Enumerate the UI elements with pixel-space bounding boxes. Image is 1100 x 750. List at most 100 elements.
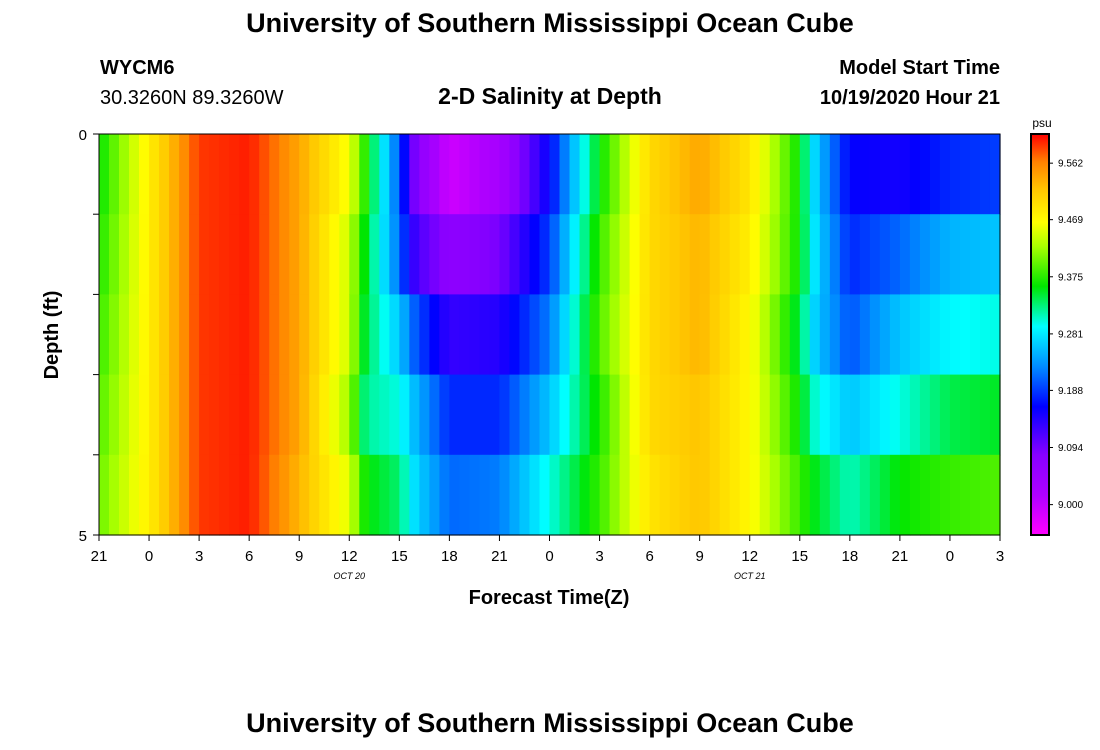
heatmap-cell bbox=[439, 214, 450, 295]
heatmap-cell bbox=[909, 374, 921, 456]
heatmap-cell bbox=[169, 134, 180, 215]
heatmap-cell bbox=[889, 294, 901, 376]
heatmap-cell bbox=[739, 134, 751, 215]
heatmap-cell bbox=[159, 374, 170, 456]
heatmap-cell bbox=[509, 214, 521, 295]
heatmap-cell bbox=[239, 134, 250, 215]
heatmap-cell bbox=[769, 454, 781, 536]
heatmap-cell bbox=[589, 294, 601, 376]
heatmap-cell bbox=[659, 454, 671, 536]
heatmap-cell bbox=[949, 294, 961, 376]
heatmap-cell bbox=[889, 134, 901, 215]
heatmap-cell bbox=[979, 214, 991, 295]
heatmap-cell bbox=[479, 294, 491, 376]
heatmap-cell bbox=[609, 214, 621, 295]
heatmap-cell bbox=[109, 374, 120, 456]
heatmap-cell bbox=[669, 454, 681, 536]
heatmap-cell bbox=[859, 294, 871, 376]
heatmap-cell bbox=[929, 454, 941, 536]
heatmap-cell bbox=[669, 134, 681, 215]
heatmap-cell bbox=[629, 294, 641, 376]
heatmap-cell bbox=[539, 454, 551, 536]
x-axis: 21 0 3 6 9 12 15 18 21 0 3 6 9 12 15 18 21 0 3 OCT 20 OCT 21 bbox=[91, 535, 1004, 581]
x-tick-label: 9 bbox=[295, 548, 303, 565]
heatmap-cell bbox=[939, 454, 951, 536]
heatmap-cell bbox=[639, 374, 651, 456]
heatmap-cell bbox=[969, 294, 981, 376]
heatmap-cell bbox=[449, 454, 460, 536]
heatmap-cell bbox=[869, 134, 881, 215]
heatmap-cell bbox=[549, 294, 561, 376]
heatmap-cell bbox=[309, 454, 320, 536]
heatmap-cell bbox=[559, 454, 571, 536]
heatmap-cell bbox=[789, 134, 801, 215]
heatmap-cell bbox=[199, 454, 210, 536]
heatmap-cell bbox=[989, 214, 1001, 295]
heatmap-cell bbox=[379, 134, 390, 215]
heatmap-cell bbox=[939, 214, 951, 295]
heatmap-cell bbox=[519, 134, 531, 215]
heatmap-cell bbox=[539, 374, 551, 456]
heatmap-cell bbox=[299, 214, 310, 295]
heatmap-cell bbox=[739, 214, 751, 295]
heatmap-cell bbox=[959, 454, 971, 536]
heatmap-cell bbox=[779, 454, 791, 536]
x-tick-label: 0 bbox=[946, 548, 954, 565]
heatmap-cell bbox=[129, 214, 140, 295]
heatmap-cell bbox=[699, 214, 711, 295]
heatmap-cell bbox=[789, 294, 801, 376]
heatmap-cell bbox=[359, 214, 370, 295]
x-tick-label: 3 bbox=[595, 548, 603, 565]
heatmap-cell bbox=[159, 454, 170, 536]
heatmap-cell bbox=[169, 454, 180, 536]
heatmap-cell bbox=[429, 294, 440, 376]
heatmap-cell bbox=[489, 134, 501, 215]
heatmap-cell bbox=[579, 454, 591, 536]
heatmap-cell bbox=[829, 294, 841, 376]
heatmap-cell bbox=[279, 214, 290, 295]
heatmap-cell bbox=[279, 374, 290, 456]
heatmap-cell bbox=[649, 214, 661, 295]
heatmap-cell bbox=[379, 294, 390, 376]
heatmap-cell bbox=[199, 134, 210, 215]
heatmap-cell bbox=[659, 294, 671, 376]
heatmap-cell bbox=[619, 374, 631, 456]
heatmap-cell bbox=[709, 214, 721, 295]
heatmap-cell bbox=[509, 294, 521, 376]
heatmap-cell bbox=[209, 294, 220, 376]
heatmap-cell bbox=[99, 134, 110, 215]
heatmap-cell bbox=[399, 134, 410, 215]
heatmap-cell bbox=[199, 374, 210, 456]
heatmap-cell bbox=[839, 454, 851, 536]
heatmap-cell bbox=[709, 454, 721, 536]
x-tick-label: 9 bbox=[695, 548, 703, 565]
heatmap-cell bbox=[929, 294, 941, 376]
heatmap-cell bbox=[109, 454, 120, 536]
heatmap-cell bbox=[759, 134, 771, 215]
heatmap-cell bbox=[309, 214, 320, 295]
page-title: University of Southern Mississippi Ocean… bbox=[246, 8, 854, 38]
heatmap-cell bbox=[559, 134, 571, 215]
heatmap-cell bbox=[679, 214, 691, 295]
heatmap-cell bbox=[859, 214, 871, 295]
heatmap-cell bbox=[289, 294, 300, 376]
heatmap-cell bbox=[179, 294, 190, 376]
heatmap-cell bbox=[639, 214, 651, 295]
heatmap-cell bbox=[429, 374, 440, 456]
heatmap-cell bbox=[439, 134, 450, 215]
heatmap-cell bbox=[909, 134, 921, 215]
heatmap-cell bbox=[539, 134, 551, 215]
heatmap-cell bbox=[279, 134, 290, 215]
heatmap-cell bbox=[379, 374, 390, 456]
heatmap-cell bbox=[299, 294, 310, 376]
heatmap-cell bbox=[389, 454, 400, 536]
heatmap-cell bbox=[509, 454, 521, 536]
heatmap bbox=[99, 134, 1001, 536]
heatmap-cell bbox=[889, 454, 901, 536]
heatmap-cell bbox=[659, 374, 671, 456]
heatmap-cell bbox=[799, 214, 811, 295]
x-tick-label: 0 bbox=[545, 548, 553, 565]
heatmap-cell bbox=[549, 214, 561, 295]
heatmap-cell bbox=[809, 134, 821, 215]
heatmap-cell bbox=[539, 214, 551, 295]
